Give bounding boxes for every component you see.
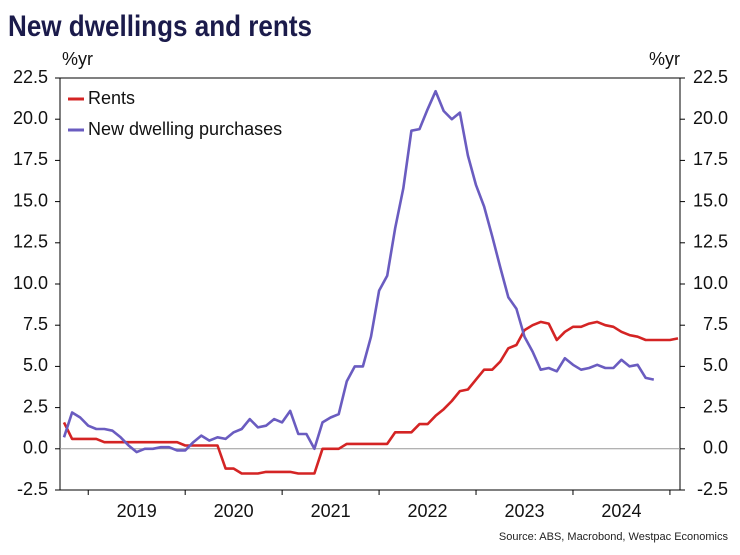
y2-tick-label: 22.5 (693, 67, 728, 87)
y2-tick-label: 12.5 (693, 232, 728, 252)
series-line (62, 320, 679, 475)
x-tick-label: 2023 (504, 501, 544, 521)
y-tick-label: 22.5 (13, 67, 48, 87)
source: Source: ABS, Macrobond, Westpac Economic… (499, 531, 729, 543)
legend-label: Rents (88, 88, 135, 108)
y-tick-label: 17.5 (13, 149, 48, 169)
x-tick-label: 2020 (214, 501, 254, 521)
y-tick-label: 20.0 (13, 108, 48, 128)
y2-tick-label: 10.0 (693, 273, 728, 293)
x-tick-label: 2021 (311, 501, 351, 521)
chart-title: New dwellings and rents (8, 10, 312, 43)
x-tick-label: 2022 (408, 501, 448, 521)
y2-tick-label: 2.5 (703, 396, 728, 416)
series-line (62, 89, 655, 454)
y-tick-label: 12.5 (13, 232, 48, 252)
y-tick-label: 5.0 (23, 355, 48, 375)
y-tick-label: 2.5 (23, 396, 48, 416)
y2-tick-label: 5.0 (703, 355, 728, 375)
y-tick-label: 15.0 (13, 190, 48, 210)
y2-tick-label: 0.0 (703, 438, 728, 458)
y2-axis-label: %yr (649, 49, 680, 69)
y-tick-label: 0.0 (23, 438, 48, 458)
legend-label: New dwelling purchases (88, 119, 282, 139)
y2-tick-label: 15.0 (693, 190, 728, 210)
y-tick-label: 10.0 (13, 273, 48, 293)
y2-tick-label: -2.5 (697, 479, 728, 499)
y-axis-label: %yr (62, 49, 93, 69)
plot-frame (59, 77, 681, 491)
x-tick-label: 2019 (117, 501, 157, 521)
y-tick-label: 7.5 (23, 314, 48, 334)
y2-tick-label: 7.5 (703, 314, 728, 334)
x-tick-label: 2024 (601, 501, 641, 521)
y2-tick-label: 17.5 (693, 149, 728, 169)
y-tick-label: -2.5 (17, 479, 48, 499)
y2-tick-label: 20.0 (693, 108, 728, 128)
